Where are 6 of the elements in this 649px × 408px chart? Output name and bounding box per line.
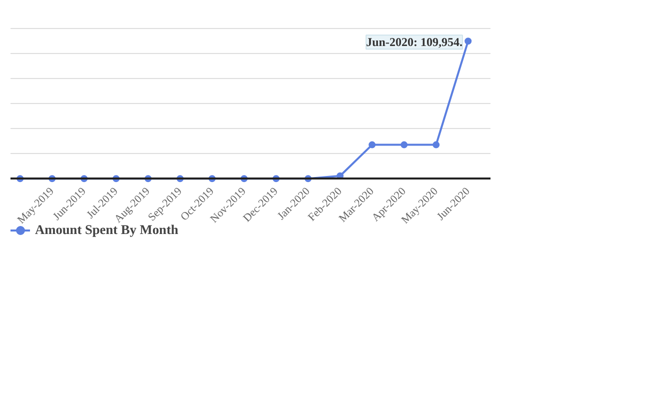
annotation: Jun-2020: 109,954. <box>366 35 462 50</box>
point <box>432 141 440 148</box>
point <box>400 141 408 148</box>
legend-label: Amount Spent By Month <box>35 222 178 238</box>
point <box>464 38 472 45</box>
point <box>368 141 376 148</box>
